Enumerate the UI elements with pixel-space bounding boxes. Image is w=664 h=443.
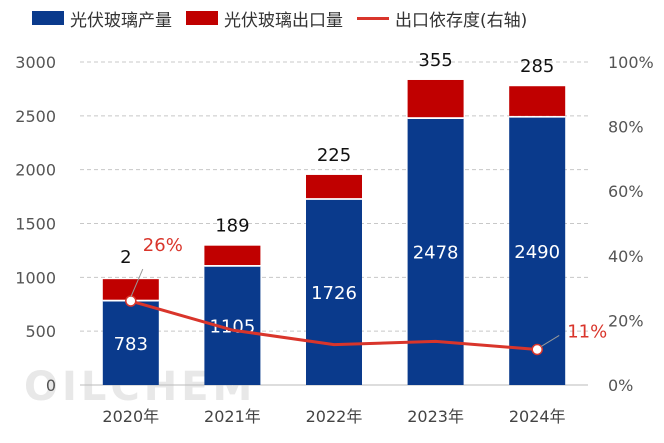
data-label-production: 1726 [311,283,357,304]
bar-production [306,199,362,385]
legend-swatch-production [32,11,64,25]
y-left-tick-label: 1000 [15,268,56,287]
annotation-leader [130,268,144,298]
annotation-leader [540,335,560,347]
x-tick-label: 2024年 [509,407,566,426]
y-left-tick-label: 2000 [15,161,56,180]
legend-item-production: 光伏玻璃产量 [32,6,172,31]
data-label-production: 2490 [514,242,560,263]
y-left-tick-label: 2500 [15,107,56,126]
y-left-tick-label: 0 [46,376,56,395]
bar-export [102,279,159,300]
data-label-export: 189 [215,216,249,237]
data-label-production: 2478 [413,243,459,264]
bar-export [204,245,261,266]
legend-item-dependency: 出口依存度(右轴) [357,6,527,31]
legend-label-dependency: 出口依存度(右轴) [395,10,528,31]
y-right-tick-label: 100% [608,53,654,72]
bar-export [306,174,362,199]
y-left-tick-label: 500 [25,322,56,341]
bar-production [102,300,159,385]
bar-production [509,116,566,385]
y-left-tick-label: 3000 [15,53,56,72]
data-label-export: 225 [317,145,351,166]
legend-item-export: 光伏玻璃出口量 [186,6,343,31]
x-tick-label: 2021年 [204,407,261,426]
data-label-export: 285 [520,56,554,77]
x-tick-label: 2023年 [407,407,464,426]
x-tick-label: 2020年 [102,407,159,426]
data-label-export: 355 [418,50,452,71]
x-tick-label: 2022年 [306,407,363,426]
y-left-tick-label: 1500 [15,215,56,234]
legend-label-export: 光伏玻璃出口量 [224,10,343,31]
data-label-production: 783 [114,334,148,355]
legend-swatch-export [186,11,218,25]
y-right-tick-label: 0% [608,376,633,395]
y-right-tick-label: 40% [608,247,644,266]
annotation-label: 11% [567,321,607,342]
data-label-export: 2 [120,247,131,268]
annotation-label: 26% [143,235,183,256]
line-point-marker [125,295,137,307]
line-dependency [130,299,538,351]
y-right-tick-label: 60% [608,182,644,201]
legend-swatch-dependency [357,16,389,20]
y-right-tick-label: 80% [608,118,644,137]
bar-export [509,86,566,116]
legend-label-production: 光伏玻璃产量 [70,10,172,31]
line-point-marker [531,343,543,356]
legend: 光伏玻璃产量 光伏玻璃出口量 出口依存度(右轴) [32,6,527,31]
bar-export [407,79,464,118]
y-right-tick-label: 20% [608,311,644,330]
